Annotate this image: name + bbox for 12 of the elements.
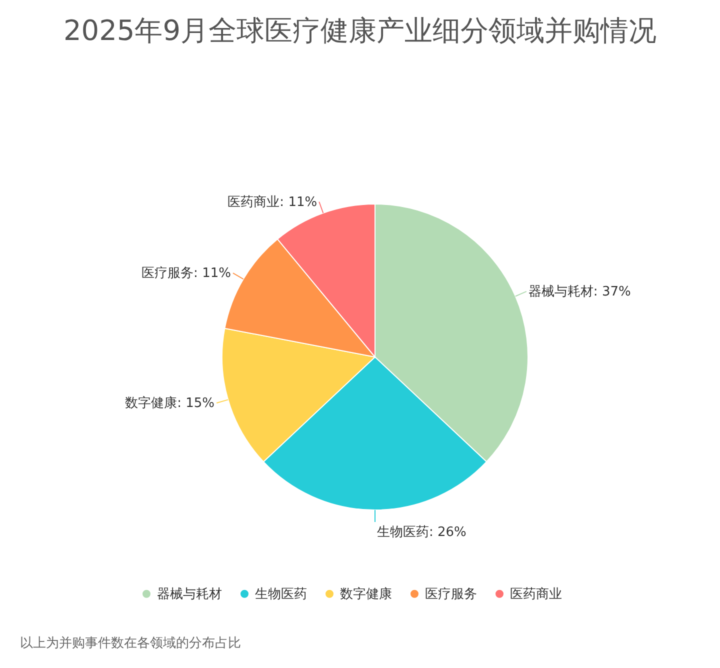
data-label: 数字健康: 15% bbox=[125, 395, 215, 412]
chart-title: 2025年9月全球医疗健康产业细分领域并购情况 bbox=[63, 14, 657, 47]
legend-label: 医疗服务 bbox=[425, 586, 477, 602]
legend-label: 生物医药 bbox=[255, 586, 307, 602]
legend-label: 医药商业 bbox=[510, 586, 562, 602]
data-label: 医药商业: 11% bbox=[228, 194, 318, 210]
legend-label: 数字健康 bbox=[340, 586, 392, 602]
data-label: 器械与耗材: 37% bbox=[528, 284, 631, 300]
data-label: 医疗服务: 11% bbox=[142, 266, 231, 282]
data-label: 生物医药: 26% bbox=[377, 525, 466, 540]
legend-label: 器械与耗材 bbox=[157, 586, 222, 602]
text: 以上为并购事件数在各领域的分布占比 bbox=[20, 636, 241, 651]
